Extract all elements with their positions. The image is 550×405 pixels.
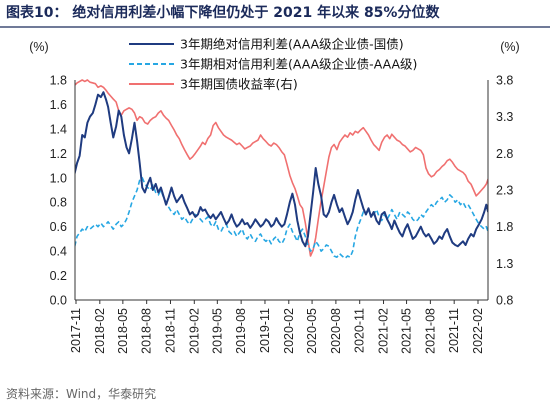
x-tick-label: 2019-11 xyxy=(258,308,272,353)
x-tick-label: 2020-05 xyxy=(305,308,319,354)
x-tick-label: 2020-08 xyxy=(329,308,343,354)
left-tick-label: 1.0 xyxy=(50,171,67,185)
legend: 3年期绝对信用利差(AAA级企业债-国债) 3年期相对信用利差(AAA级企业债-A… xyxy=(129,37,417,92)
left-tick-label: 1.8 xyxy=(50,74,67,88)
right-tick-label: 2.3 xyxy=(496,184,513,198)
x-tick-label: 2018-02 xyxy=(93,308,107,354)
x-tick-label: 2021-08 xyxy=(423,308,437,354)
left-tick-label: 0.0 xyxy=(50,294,67,308)
x-tick-label: 2021-02 xyxy=(377,308,391,354)
x-tick-label: 2020-11 xyxy=(353,308,367,353)
right-tick-label: 3.8 xyxy=(496,74,513,88)
series-line-2 xyxy=(75,176,488,260)
x-tick-label: 2019-05 xyxy=(210,308,224,354)
series-line-3 xyxy=(75,79,488,257)
left-tick-label: 0.8 xyxy=(50,196,67,210)
left-tick-label: 0.6 xyxy=(50,220,67,234)
legend-label-3: 3年期国债收益率(右) xyxy=(180,77,298,92)
right-tick-label: 1.8 xyxy=(496,220,513,234)
x-tick-label: 2020-02 xyxy=(282,308,296,354)
left-tick-label: 0.2 xyxy=(50,269,67,283)
x-tick-label: 2018-08 xyxy=(140,308,154,354)
axes-layer: 0.0 0.2 0.4 0.6 0.8 1.0 1.2 1.4 1.6 1.8 0.8 1.3 1.8 2… xyxy=(50,74,514,354)
source-note: 资料来源：Wind，华泰研究 xyxy=(6,386,156,401)
x-tick-label: 2018-05 xyxy=(116,308,130,354)
left-axis-label: (%) xyxy=(29,40,48,54)
left-tick-label: 1.4 xyxy=(50,122,67,136)
x-tick-label: 2022-02 xyxy=(471,308,485,354)
left-tick-label: 1.2 xyxy=(50,147,67,161)
left-tick-label: 1.6 xyxy=(50,98,67,112)
left-tick-label: 0.4 xyxy=(50,245,67,259)
x-tick-label: 2017-11 xyxy=(69,308,83,353)
x-tick-label: 2018-11 xyxy=(163,308,177,353)
series-line-1 xyxy=(75,91,488,248)
x-tick-label: 2021-11 xyxy=(447,308,461,353)
right-tick-label: 3.3 xyxy=(496,110,513,124)
chart-title: 图表10： 绝对信用利差小幅下降但仍处于 2021 年以来 85%分位数 xyxy=(6,4,440,21)
right-tick-label: 0.8 xyxy=(496,294,513,308)
series-layer xyxy=(75,79,488,260)
legend-label-2: 3年期相对信用利差(AAA级企业债-AAA级) xyxy=(180,57,417,72)
right-tick-label: 1.3 xyxy=(496,257,513,271)
right-tick-label: 2.8 xyxy=(496,147,513,161)
x-tick-label: 2021-05 xyxy=(400,308,414,354)
x-tick-label: 2019-08 xyxy=(234,308,248,354)
right-axis-label: (%) xyxy=(500,40,519,54)
x-tick-label: 2019-02 xyxy=(187,308,201,354)
legend-label-1: 3年期绝对信用利差(AAA级企业债-国债) xyxy=(180,37,404,52)
